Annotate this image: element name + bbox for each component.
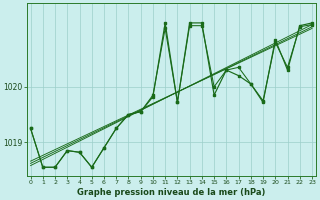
X-axis label: Graphe pression niveau de la mer (hPa): Graphe pression niveau de la mer (hPa) [77, 188, 266, 197]
